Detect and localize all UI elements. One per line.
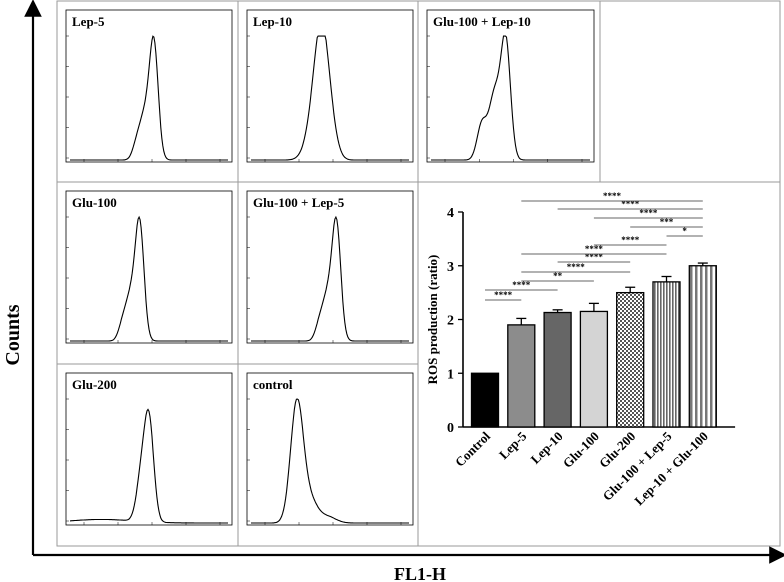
histogram-label: Lep-10 (253, 14, 292, 29)
bar-y-tick-label: 2 (447, 314, 454, 329)
histogram-7: control (246, 372, 414, 526)
histogram-curve (70, 35, 228, 161)
bar-4 (579, 310, 609, 428)
histogram-panels: Lep-5 Lep-10 Glu-100 + Lep-10 Glu-100 Glu-10… (65, 9, 595, 526)
bar-1 (470, 372, 500, 428)
histogram-5: Glu-100 + Lep-5 (246, 190, 414, 344)
significance-label: **** (621, 199, 640, 209)
bar-category-label: Lep-5 (496, 428, 530, 462)
histogram-curve (69, 408, 228, 524)
figure-y-axis-label: Counts (2, 304, 24, 365)
histogram-frame (65, 9, 233, 163)
histogram-frame (246, 372, 414, 526)
bar-5 (616, 291, 645, 428)
histogram-2: Lep-10 (246, 9, 414, 163)
significance-annotations: ****************************************… (485, 191, 703, 301)
significance-label: **** (639, 208, 658, 218)
histogram-6: Glu-200 (65, 372, 233, 526)
histogram-label: Glu-100 + Lep-5 (253, 195, 345, 210)
significance-label: **** (512, 280, 531, 290)
significance-label: **** (494, 290, 513, 300)
bar-y-tick-label: 1 (447, 367, 454, 382)
histogram-curve (431, 35, 590, 161)
histogram-1: Lep-5 (65, 9, 233, 163)
bar-2 (507, 324, 536, 428)
bar-y-tick-label: 4 (447, 206, 454, 221)
significance-label: **** (621, 235, 640, 245)
significance-label: ** (553, 271, 563, 281)
bar-6 (652, 281, 681, 428)
panel-grid (56, 0, 781, 547)
bar-3 (543, 311, 572, 428)
bar-7 (688, 265, 717, 428)
histogram-frame (65, 190, 233, 344)
histogram-frame (426, 9, 595, 163)
histogram-frame (246, 9, 414, 163)
histogram-label: Lep-5 (72, 14, 105, 29)
histogram-curve (251, 398, 409, 524)
histogram-curve (251, 215, 409, 342)
significance-label: **** (585, 252, 604, 262)
histogram-label: Glu-200 (72, 377, 117, 392)
bar-y-tick-label: 0 (447, 421, 454, 436)
significance-label: *** (660, 217, 674, 227)
bar-category-label: Control (452, 428, 493, 469)
bar-y-tick-label: 3 (447, 260, 454, 275)
figure-x-axis-label: FL1-H (394, 564, 446, 582)
histogram-label: Glu-100 (72, 195, 117, 210)
histogram-label: control (253, 377, 293, 392)
histogram-curve (70, 215, 228, 342)
histogram-3: Glu-100 + Lep-10 (426, 9, 595, 163)
significance-label: **** (585, 244, 604, 254)
histogram-frame (65, 372, 233, 526)
bar-y-axis-label: ROS production (ratio) (425, 255, 440, 385)
significance-label: * (682, 226, 687, 236)
significance-label: **** (603, 191, 622, 201)
histogram-frame (246, 190, 414, 344)
histogram-label: Glu-100 + Lep-10 (433, 14, 531, 29)
histogram-4: Glu-100 (65, 190, 233, 344)
histogram-curve (251, 35, 409, 161)
significance-label: **** (567, 262, 586, 272)
bar-category-label: Glu-100 (560, 429, 602, 471)
